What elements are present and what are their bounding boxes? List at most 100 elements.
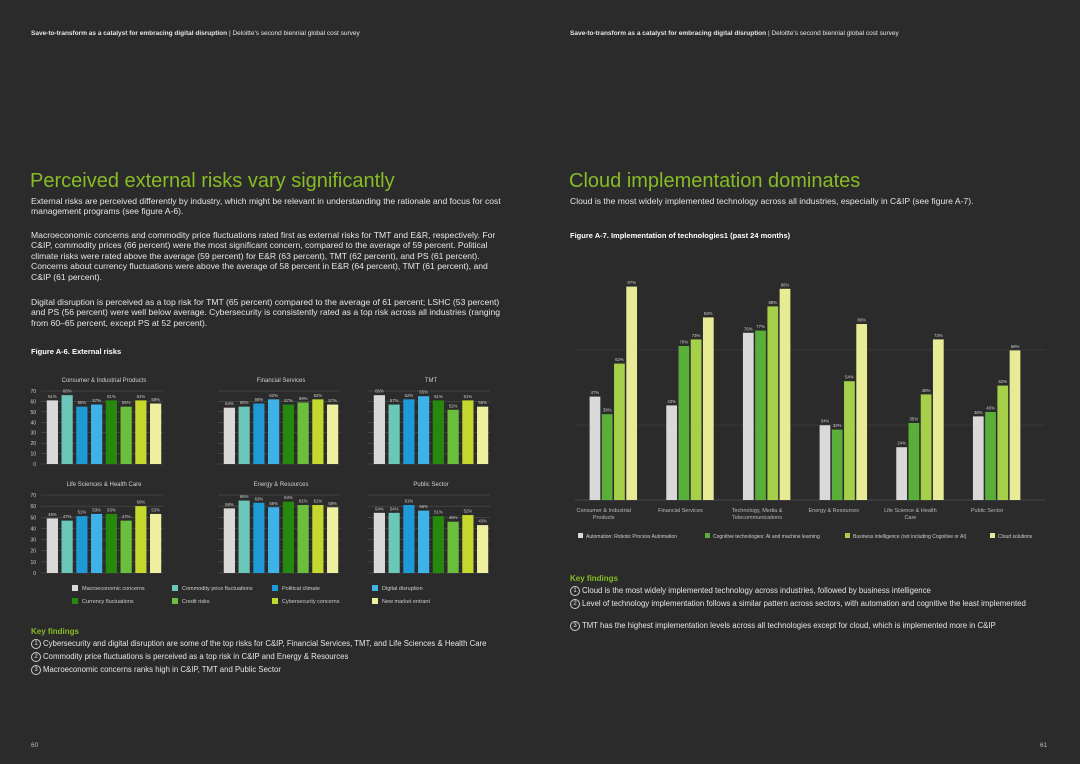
value-label: 49% <box>48 512 57 517</box>
y-tick-label: 40 <box>30 526 36 532</box>
value-label: 57% <box>284 398 293 403</box>
value-label: 43% <box>478 519 487 524</box>
legend-label: Automation: Robotic Process Automation <box>586 534 677 540</box>
value-label: 59% <box>328 501 337 506</box>
bar <box>932 339 944 500</box>
x-tick-label: Public Sector <box>970 508 1004 514</box>
legend-label: Credit risks <box>182 599 210 605</box>
bar <box>477 525 489 573</box>
value-label: 55% <box>478 400 487 405</box>
legend-label: Digital disruption <box>382 586 423 592</box>
value-label: 61% <box>107 394 116 399</box>
bar <box>76 406 88 464</box>
bar <box>432 400 444 464</box>
finding-text: Macroeconomic concerns ranks high in C&I… <box>43 665 281 674</box>
bar <box>268 507 280 573</box>
bar <box>327 507 339 573</box>
bar <box>972 416 984 500</box>
bar <box>223 407 235 464</box>
bar <box>403 505 415 573</box>
value-label: 59% <box>269 501 278 506</box>
bar <box>312 505 324 573</box>
value-label: 73% <box>934 333 943 338</box>
bar <box>105 400 117 464</box>
key-findings-title: Key findings <box>570 574 619 583</box>
legend-label: Political climate <box>282 586 320 592</box>
value-label: 54% <box>845 375 854 380</box>
bar <box>388 404 400 464</box>
page-header: Save-to-transform as a catalyst for embr… <box>570 30 1040 37</box>
y-tick-label: 0 <box>33 462 36 468</box>
page-number: 61 <box>1040 742 1048 749</box>
value-label: 54% <box>225 401 234 406</box>
finding-text: Cybersecurity and digital disruption are… <box>43 639 487 648</box>
value-label: 47% <box>63 514 72 519</box>
chart-title: Financial Services <box>257 378 306 384</box>
bar <box>779 288 791 500</box>
paragraph: Digital disruption is perceived as a top… <box>31 297 501 328</box>
value-label: 34% <box>821 419 830 424</box>
bar <box>46 400 58 464</box>
page-title: Cloud implementation dominates <box>569 170 861 192</box>
bar <box>105 513 117 573</box>
key-finding: 1 Cybersecurity and digital disruption ar… <box>31 639 503 649</box>
bar <box>678 346 690 500</box>
legend-swatch <box>272 585 278 591</box>
bar <box>819 425 831 500</box>
value-label: 61% <box>464 394 473 399</box>
bar <box>702 317 714 500</box>
bar <box>135 506 147 573</box>
value-label: 73% <box>692 333 701 338</box>
x-tick-label: Life Science & Health Care <box>884 508 937 521</box>
value-label: 61% <box>299 499 308 504</box>
value-label: 54% <box>375 506 384 511</box>
bar <box>856 324 868 500</box>
value-label: 53% <box>151 507 160 512</box>
value-label: 70% <box>680 340 689 345</box>
y-tick-label: 70 <box>30 389 36 395</box>
bar <box>373 512 385 573</box>
bar <box>297 402 309 464</box>
bar <box>297 505 309 573</box>
y-tick-label: 40 <box>30 420 36 426</box>
value-label: 76% <box>744 326 753 331</box>
page-title: Perceived external risks vary significan… <box>30 170 395 192</box>
legend-label: Macroeconomic concerns <box>82 586 145 592</box>
paragraph: External risks are perceived differently… <box>31 196 501 217</box>
finding-text: Commodity price fluctuations is perceive… <box>43 652 349 661</box>
legend-swatch <box>845 533 850 538</box>
bar <box>831 429 843 500</box>
value-label: 65% <box>419 390 428 395</box>
value-label: 64% <box>284 495 293 500</box>
chart-title: Life Sciences & Health Care <box>66 482 142 488</box>
bar <box>150 403 162 464</box>
bar <box>282 501 294 573</box>
y-tick-label: 0 <box>33 571 36 577</box>
bar <box>626 286 638 500</box>
value-label: 53% <box>92 507 101 512</box>
bar <box>268 399 280 464</box>
finding-text: TMT has the highest implementation level… <box>582 621 996 630</box>
legend-swatch <box>172 598 178 604</box>
value-label: 52% <box>998 379 1007 384</box>
legend-label: Commodity price fluctuations <box>182 586 253 592</box>
value-label: 66% <box>375 389 384 394</box>
key-finding: 1 Cloud is the most widely implemented te… <box>570 586 1042 596</box>
bar <box>447 409 459 464</box>
bar <box>91 404 103 464</box>
value-label: 59% <box>299 396 308 401</box>
chart-title: Energy & Resources <box>253 482 308 488</box>
legend-label: Cybersecurity concerns <box>282 599 340 605</box>
bar <box>690 339 702 500</box>
value-label: 47% <box>591 390 600 395</box>
bar <box>755 330 766 500</box>
legend-label: Currency fluctuations <box>82 599 134 605</box>
legend-swatch <box>372 598 378 604</box>
value-label: 61% <box>434 394 443 399</box>
key-finding: 3 TMT has the highest implementation leve… <box>570 621 1042 631</box>
value-label: 56% <box>419 504 428 509</box>
bar <box>666 405 677 500</box>
header-rest: | Deloitte's second biennial global cost… <box>227 30 360 37</box>
value-label: 62% <box>314 393 323 398</box>
